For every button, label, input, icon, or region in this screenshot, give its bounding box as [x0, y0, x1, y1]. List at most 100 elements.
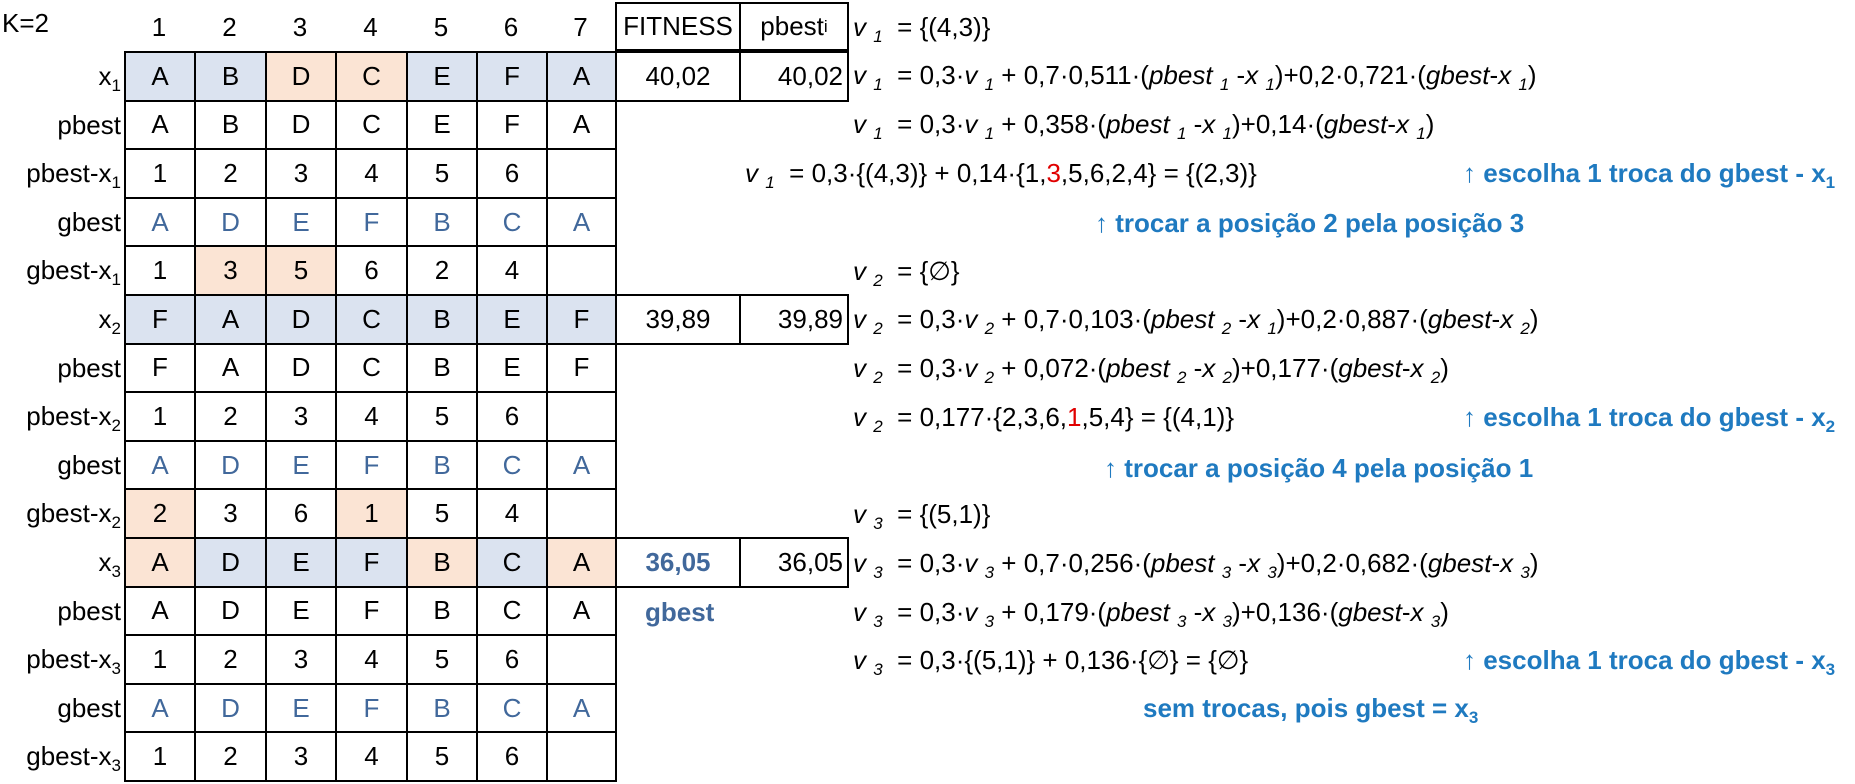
- pbest-value: 39,89: [739, 294, 849, 345]
- table-cell: 5: [265, 245, 337, 296]
- table-cell: 1: [124, 731, 196, 782]
- table-cell: D: [265, 99, 337, 151]
- fitness-value: 39,89: [615, 294, 741, 345]
- column-header-5: 5: [433, 12, 449, 42]
- table-cell: C: [476, 537, 548, 588]
- table-cell: 4: [335, 391, 408, 442]
- table-cell: A: [124, 537, 196, 588]
- table-cell: 3: [265, 634, 337, 685]
- table-cell: E: [265, 682, 337, 734]
- note-choose-swap-2: ↑ escolha 1 troca do gbest - x2: [1463, 402, 1836, 437]
- note-no-swaps: sem trocas, pois gbest = x3: [1143, 693, 1479, 728]
- row-label: pbest: [57, 109, 121, 140]
- column-header-1: 1: [151, 12, 167, 42]
- table-cell: D: [194, 682, 267, 734]
- table-cell: A: [194, 342, 267, 394]
- table-cell: [546, 148, 617, 199]
- table-cell: 2: [194, 148, 267, 199]
- column-header-3: 3: [292, 12, 308, 42]
- table-cell: 2: [194, 391, 267, 442]
- table-cell: A: [124, 585, 196, 637]
- table-cell: 6: [476, 148, 548, 199]
- table-cell: E: [406, 51, 478, 102]
- table-cell: 6: [476, 634, 548, 685]
- table-cell: B: [406, 439, 478, 491]
- table-cell: E: [265, 585, 337, 637]
- equation-v1-full: v 1 = 0,3·v 1 + 0,7·0,511·(pbest 1 -x 1)…: [853, 60, 1537, 95]
- row-label: gbest-x1: [26, 255, 121, 290]
- table-cell: A: [546, 51, 617, 102]
- note-swap-2-3: ↑ trocar a posição 2 pela posição 3: [1095, 208, 1525, 238]
- equation-v2-simplified: v 2 = 0,3·v 2 + 0,072·(pbest 2 -x 2)+0,1…: [853, 353, 1449, 388]
- table-cell: F: [335, 585, 408, 637]
- table-cell: [546, 488, 617, 539]
- table-cell: 3: [265, 148, 337, 199]
- table-cell: B: [194, 99, 267, 151]
- equation-v3-full: v 3 = 0,3·v 3 + 0,7·0,256·(pbest 3 -x 3)…: [853, 548, 1539, 583]
- row-label: gbest-x3: [26, 741, 121, 776]
- table-cell: 1: [335, 488, 408, 539]
- row-label: gbest: [57, 206, 121, 237]
- fitness-value: 36,05: [615, 537, 741, 588]
- table-cell: D: [265, 342, 337, 394]
- table-cell: 3: [265, 731, 337, 782]
- table-cell: E: [476, 294, 548, 345]
- note-choose-swap-3: ↑ escolha 1 troca do gbest - x3: [1463, 645, 1836, 680]
- table-cell: D: [194, 439, 267, 491]
- table-cell: 1: [124, 148, 196, 199]
- table-cell: [546, 634, 617, 685]
- equation-v2-init: v 2 = {∅}: [853, 256, 960, 291]
- table-cell: B: [406, 537, 478, 588]
- pbest-value: 40,02: [739, 51, 849, 102]
- table-cell: A: [124, 196, 196, 248]
- row-label: pbest: [57, 595, 121, 626]
- row-label: pbest: [57, 352, 121, 383]
- table-cell: 6: [476, 391, 548, 442]
- table-cell: C: [335, 342, 408, 394]
- table-cell: C: [335, 99, 408, 151]
- column-header-6: 6: [503, 12, 519, 42]
- table-cell: A: [546, 99, 617, 151]
- row-label: gbest: [57, 692, 121, 723]
- fitness-value: 40,02: [615, 51, 741, 102]
- table-cell: A: [124, 51, 196, 102]
- equation-v2-result: v 2 = 0,177·{2,3,6,1,5,4} = {(4,1)}: [853, 402, 1235, 437]
- table-cell: F: [335, 196, 408, 248]
- table-cell: C: [476, 585, 548, 637]
- table-cell: F: [476, 51, 548, 102]
- table-cell: C: [335, 294, 408, 345]
- table-cell: D: [194, 585, 267, 637]
- table-cell: D: [265, 294, 337, 345]
- table-cell: E: [406, 99, 478, 151]
- table-cell: F: [124, 294, 196, 345]
- table-cell: E: [265, 537, 337, 588]
- table-cell: E: [265, 439, 337, 491]
- table-cell: F: [476, 99, 548, 151]
- gbest-tag: gbest: [645, 597, 715, 627]
- table-cell: D: [265, 51, 337, 102]
- table-cell: B: [406, 196, 478, 248]
- equation-v2-full: v 2 = 0,3·v 2 + 0,7·0,103·(pbest 2 -x 1)…: [853, 304, 1539, 339]
- table-cell: 1: [124, 634, 196, 685]
- note-swap-4-1: ↑ trocar a posição 4 pela posição 1: [1104, 453, 1534, 483]
- table-cell: A: [546, 537, 617, 588]
- table-cell: 4: [335, 148, 408, 199]
- table-cell: 2: [406, 245, 478, 296]
- table-cell: F: [335, 682, 408, 734]
- table-cell: [546, 245, 617, 296]
- table-cell: C: [476, 196, 548, 248]
- table-cell: 5: [406, 731, 478, 782]
- row-label: x2: [98, 304, 121, 339]
- table-cell: 4: [335, 634, 408, 685]
- fitness-header: FITNESS: [615, 2, 741, 51]
- table-cell: 3: [194, 488, 267, 539]
- table-cell: A: [124, 682, 196, 734]
- table-cell: C: [476, 439, 548, 491]
- table-cell: 3: [194, 245, 267, 296]
- row-label: x3: [98, 547, 121, 582]
- equation-v1-simplified: v 1 = 0,3·v 1 + 0,358·(pbest 1 -x 1)+0,1…: [853, 109, 1435, 144]
- pbest-header: pbest i: [739, 2, 849, 51]
- table-cell: 5: [406, 488, 478, 539]
- table-cell: C: [335, 51, 408, 102]
- table-cell: F: [124, 342, 196, 394]
